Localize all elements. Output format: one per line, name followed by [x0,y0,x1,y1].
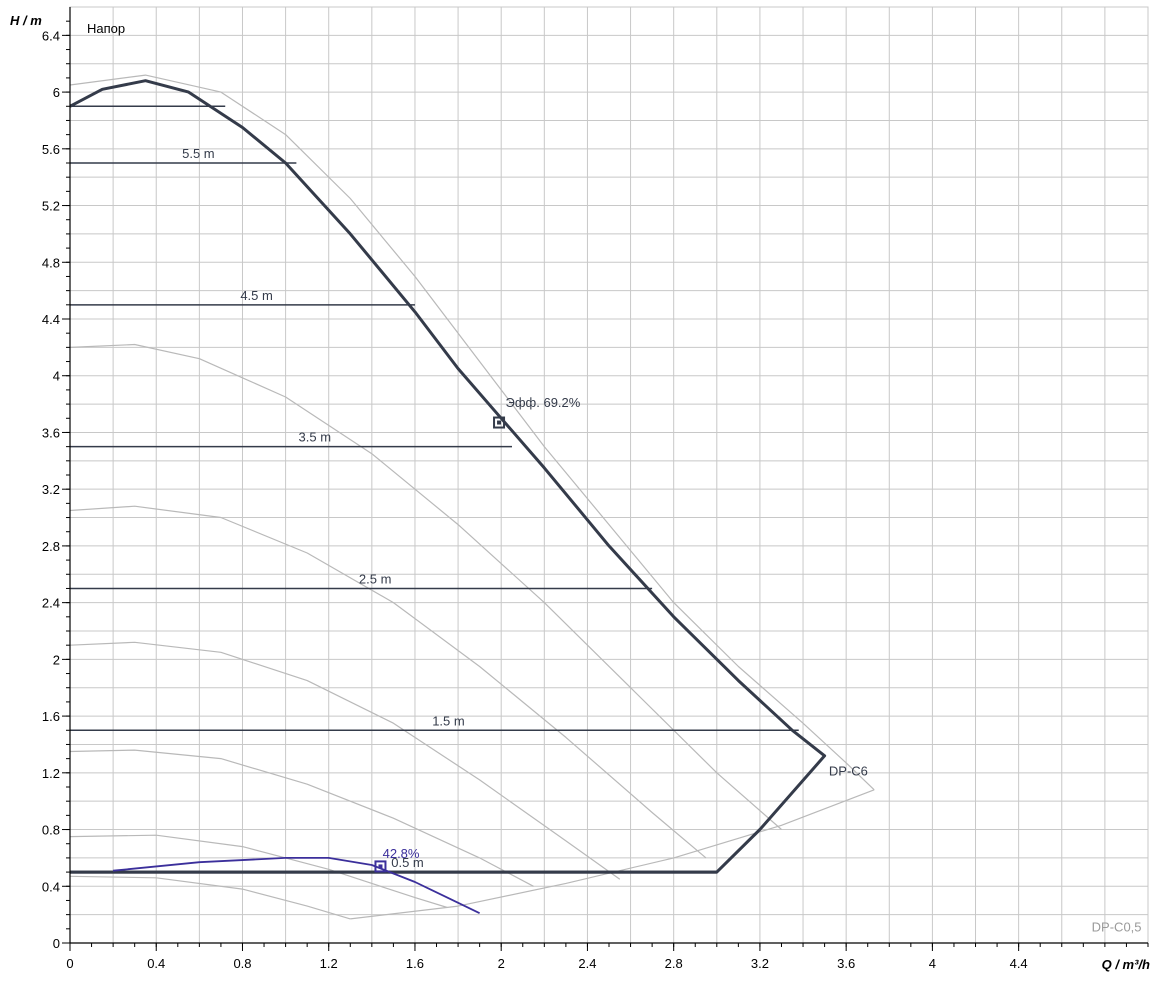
x-tick-label: 4 [929,956,936,971]
y-tick-label: 3.2 [42,482,60,497]
gray-curve [69,875,351,920]
y-tick-label: 0.4 [42,879,60,894]
x-axis-label: Q / m³/h [1102,957,1150,972]
x-tick-label: 4.4 [1010,956,1028,971]
x-tick-label: 0 [66,956,73,971]
operating-point-marker-core [378,864,383,869]
x-tick-label: 1.6 [406,956,424,971]
y-tick-label: 2 [53,652,60,667]
y-tick-label: 2.8 [42,539,60,554]
y-axis-label: H / m [10,13,42,28]
x-tick-label: 2 [498,956,505,971]
plot-frame [69,6,1149,944]
y-tick-label: 5.6 [42,142,60,157]
y-tick-label: 6.4 [42,28,60,43]
y-tick-label: 0 [53,936,60,951]
y-tick-label: 3.6 [42,425,60,440]
chart-title: Напор [87,21,125,36]
gray-curve [350,789,875,920]
gray-curve [69,505,707,859]
y-tick-label: 2.4 [42,596,60,611]
y-tick-label: 4.8 [42,255,60,270]
operating-point-marker [493,416,506,429]
x-tick-label: 3.2 [751,956,769,971]
x-tick-label: 1.2 [320,956,338,971]
head-line-label: 5.5 m [182,146,215,161]
head-line-label: 2.5 m [359,571,392,586]
y-tick-label: 5.2 [42,199,60,214]
y-tick-label: 4 [53,369,60,384]
y-tick-label: 0.8 [42,823,60,838]
annotation-label: Эфф. 69.2% [506,395,581,410]
annotation-label: DP-C0,5 [1092,920,1142,935]
head-line-label: 1.5 m [432,713,465,728]
gray-curves [69,74,875,920]
y-tick-label: 1.6 [42,709,60,724]
y-tick-label: 4.4 [42,312,60,327]
series-line-dp-c0-5 [113,857,480,915]
operating-point-marker-core [497,420,502,425]
markers [374,416,506,873]
gray-curve [69,74,875,791]
gray-curve [69,749,534,887]
x-tick-label: 0.8 [233,956,251,971]
x-tick-label: 2.8 [665,956,683,971]
series-line-dp-c6 [69,79,827,874]
operating-point-marker [374,860,387,873]
annotation-label: DP-C6 [829,764,868,779]
y-tick-label: 6 [53,85,60,100]
x-tick-label: 3.6 [837,956,855,971]
axes: 0 0.4 0.8 1.2 1.6 2 2.4 2.8 3.2 3.6 4 4.4 4.8 5.2 5.6 6… [10,7,1150,972]
gray-curve [69,343,782,830]
grid [69,6,1149,944]
head-line-label: 4.5 m [240,288,273,303]
labels: Напор Эфф. 69.2% 42.8% DP-C6 DP-C0,5 [87,21,1142,935]
gray-curve [69,641,621,880]
x-tick-label: 0.4 [147,956,165,971]
head-line-label: 0.5 m [391,855,424,870]
y-tick-label: 1.2 [42,766,60,781]
head-line-label: 3.5 m [299,430,332,445]
x-tick-label: 2.4 [578,956,596,971]
annotation-label: 42.8% [383,846,420,861]
